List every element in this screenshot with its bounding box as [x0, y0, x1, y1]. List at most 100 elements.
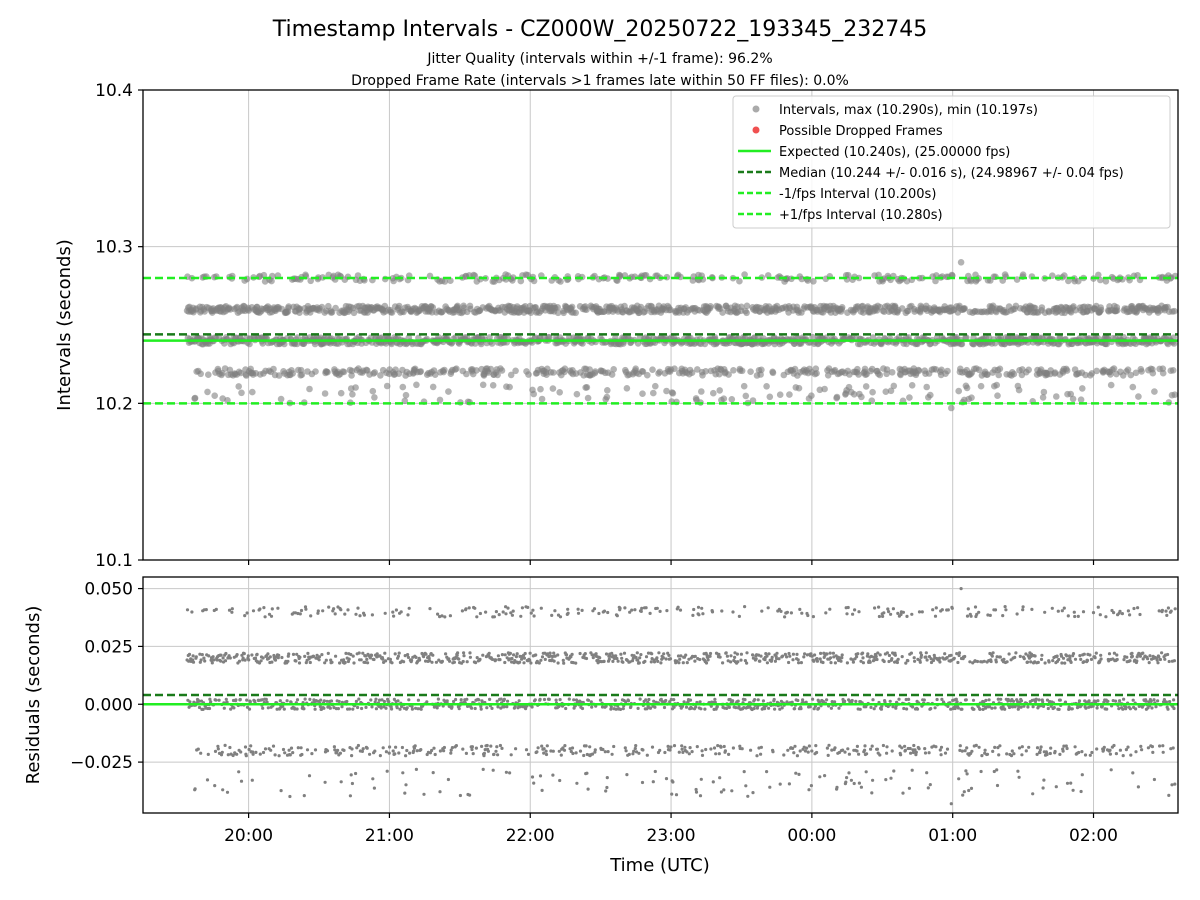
residual-point	[404, 783, 408, 787]
residual-point	[767, 706, 771, 710]
residual-point	[961, 793, 965, 797]
residual-point	[344, 651, 348, 656]
residual-point	[869, 705, 873, 710]
residual-point	[878, 753, 882, 757]
residual-point	[433, 752, 437, 757]
residual-point	[343, 660, 347, 665]
interval-point	[1025, 366, 1032, 374]
residual-point	[924, 651, 928, 655]
residual-point	[219, 659, 223, 663]
residual-point	[685, 661, 689, 665]
residual-point	[325, 699, 329, 703]
residual-point	[1062, 606, 1066, 610]
residual-point	[987, 698, 991, 702]
interval-point	[1151, 388, 1158, 395]
interval-point	[1040, 388, 1048, 396]
residual-point	[684, 653, 688, 657]
residual-point	[502, 697, 506, 702]
residual-point	[620, 656, 624, 660]
residual-point	[725, 706, 729, 711]
residual-point	[864, 770, 868, 774]
residual-point	[1152, 777, 1156, 782]
chart-subtitle-jitter: Jitter Quality (intervals within +/-1 fr…	[426, 51, 772, 67]
interval-point	[1093, 367, 1100, 375]
residual-point	[1164, 609, 1168, 613]
residual-point	[764, 652, 768, 656]
residual-point	[1071, 788, 1075, 792]
residual-point	[598, 656, 602, 660]
residual-point	[815, 657, 819, 661]
residual-point	[574, 661, 578, 665]
residual-point	[669, 745, 673, 749]
residual-point	[327, 605, 331, 609]
residual-point	[394, 608, 398, 612]
residual-point	[610, 752, 614, 756]
residual-point	[871, 698, 875, 702]
residual-point	[604, 652, 609, 656]
interval-point	[1171, 391, 1179, 399]
residual-point	[224, 697, 228, 701]
residual-point	[440, 614, 444, 618]
residual-point	[847, 752, 852, 756]
residual-point	[729, 660, 733, 664]
interval-point	[740, 382, 748, 390]
residual-point	[893, 653, 898, 657]
residual-point	[704, 661, 709, 665]
residual-point	[986, 613, 990, 617]
residual-point	[562, 661, 566, 665]
residual-point	[280, 655, 284, 660]
residual-point	[832, 655, 836, 659]
interval-point	[554, 304, 561, 311]
residual-point	[825, 652, 829, 656]
interval-point	[890, 382, 898, 390]
residual-point	[669, 697, 673, 702]
residual-point	[882, 659, 886, 664]
interval-point	[238, 389, 245, 397]
interval-point	[927, 391, 934, 399]
interval-point	[957, 259, 965, 266]
residual-point	[1058, 752, 1062, 757]
residual-point	[287, 652, 291, 656]
residual-point	[468, 793, 472, 797]
residual-point	[593, 748, 597, 752]
residual-point	[241, 656, 245, 660]
residual-point	[436, 612, 440, 616]
residual-point	[382, 699, 386, 704]
residual-point	[1146, 657, 1150, 661]
residual-point	[687, 752, 691, 756]
residual-point	[643, 659, 647, 664]
residual-point	[685, 750, 689, 754]
residual-point	[418, 658, 422, 662]
residual-point	[829, 661, 833, 665]
interval-point	[608, 371, 616, 378]
residual-point	[869, 747, 873, 751]
residual-point	[949, 707, 953, 711]
residual-point	[760, 609, 764, 613]
legend-marker	[752, 105, 760, 113]
legend-label: +1/fps Interval (10.280s)	[779, 208, 943, 223]
residual-point	[459, 698, 463, 702]
residual-point	[601, 747, 605, 752]
residual-point	[630, 608, 634, 612]
residual-point	[844, 780, 848, 784]
residual-point	[480, 744, 484, 749]
interval-point	[1013, 276, 1021, 283]
interval-point	[298, 371, 306, 379]
residual-point	[846, 605, 850, 610]
residual-point	[956, 706, 960, 710]
interval-point	[568, 303, 576, 311]
residual-point	[285, 699, 289, 703]
interval-point	[268, 277, 275, 285]
residual-point	[1080, 750, 1084, 754]
residual-point	[737, 614, 742, 619]
residual-point	[690, 750, 694, 754]
residual-point	[488, 697, 492, 702]
residual-point	[1082, 652, 1086, 656]
residual-point	[354, 612, 358, 616]
residual-point	[271, 744, 276, 748]
residual-point	[509, 611, 513, 615]
interval-point	[556, 389, 563, 396]
residual-point	[742, 706, 746, 710]
residual-point	[727, 752, 731, 757]
residual-point	[768, 785, 772, 789]
